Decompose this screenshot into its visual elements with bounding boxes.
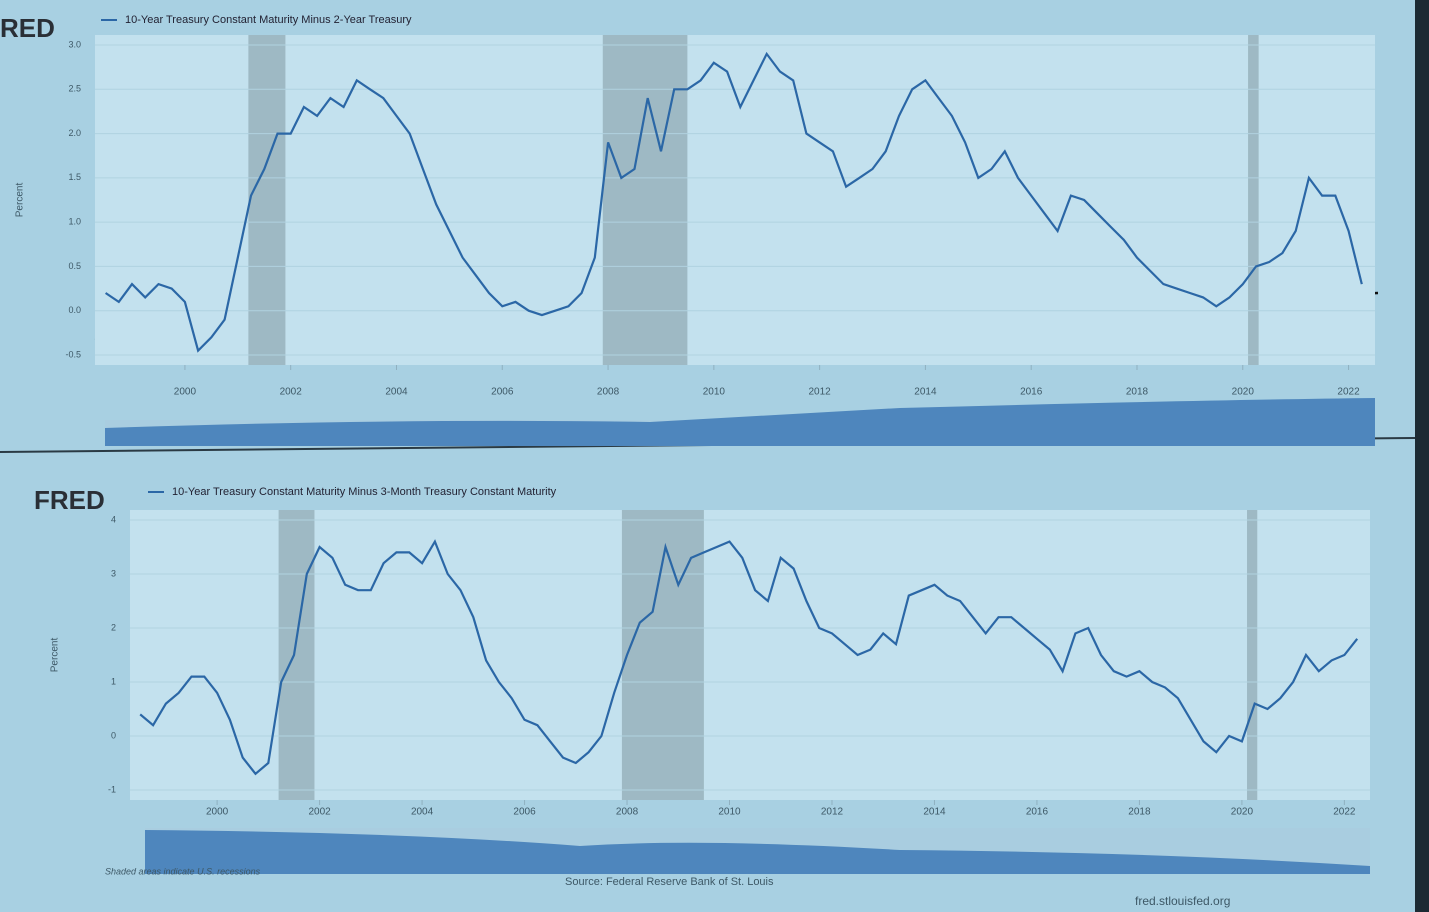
- series-line: [104, 51, 1363, 353]
- y-tick-label: 1: [111, 676, 116, 686]
- recession-band: [621, 510, 704, 800]
- x-tick-label: 2010: [703, 387, 726, 398]
- x-tick-label: 2014: [923, 807, 946, 818]
- chart-title: 10-Year Treasury Constant Maturity Minus…: [172, 486, 557, 498]
- brand-logo: FRED: [34, 485, 105, 515]
- x-tick-label: 2022: [1333, 807, 1356, 818]
- footer-source: Source: Federal Reserve Bank of St. Loui…: [565, 876, 774, 888]
- x-tick-label: 2008: [597, 387, 620, 398]
- recession-band: [248, 35, 286, 365]
- navigator-area: [105, 398, 1375, 446]
- recession-band: [1247, 510, 1258, 800]
- x-tick-label: 2016: [1026, 807, 1049, 818]
- recession-band: [1248, 35, 1259, 365]
- x-tick-label: 2008: [616, 807, 639, 818]
- x-tick-label: 2004: [411, 807, 434, 818]
- x-tick-label: 2000: [174, 387, 197, 398]
- y-tick-label: 1.5: [68, 172, 81, 182]
- footer-note: Shaded areas indicate U.S. recessions: [105, 866, 261, 876]
- y-tick-label: 0.0: [68, 305, 81, 315]
- y-tick-label: 2.5: [68, 84, 81, 94]
- footer-url: fred.stlouisfed.org: [1135, 894, 1230, 908]
- plot-bg: [130, 510, 1370, 800]
- y-axis-label: Percent: [15, 183, 26, 218]
- x-tick-label: 2002: [280, 387, 303, 398]
- y-tick-label: -1: [108, 784, 116, 794]
- y-tick-label: 1.0: [68, 217, 81, 227]
- x-tick-label: 2002: [308, 807, 331, 818]
- recession-band: [278, 510, 315, 800]
- x-tick-label: 2016: [1020, 387, 1043, 398]
- y-tick-label: 0: [111, 730, 116, 740]
- y-axis-label: Percent: [50, 638, 61, 673]
- brand-logo: RED: [0, 13, 55, 43]
- y-tick-label: 4: [111, 514, 116, 524]
- x-tick-label: 2020: [1231, 807, 1254, 818]
- x-tick-label: 2012: [821, 807, 844, 818]
- y-tick-label: -0.5: [65, 349, 81, 359]
- x-tick-label: 2000: [206, 807, 229, 818]
- screen-edge: [1415, 0, 1429, 912]
- series-line: [139, 539, 1359, 776]
- chart-title: 10-Year Treasury Constant Maturity Minus…: [125, 14, 412, 26]
- x-tick-label: 2006: [513, 807, 536, 818]
- x-tick-label: 2020: [1232, 387, 1255, 398]
- x-tick-label: 2010: [718, 807, 741, 818]
- y-tick-label: 0.5: [68, 261, 81, 271]
- y-tick-label: 2.0: [68, 128, 81, 138]
- x-tick-label: 2014: [914, 387, 937, 398]
- y-tick-label: 3: [111, 568, 116, 578]
- x-tick-label: 2012: [809, 387, 832, 398]
- x-tick-label: 2004: [385, 387, 408, 398]
- x-tick-label: 2022: [1337, 387, 1360, 398]
- plot-bg: [95, 35, 1375, 365]
- y-tick-label: 2: [111, 622, 116, 632]
- navigator-area: [145, 830, 1370, 874]
- recession-band: [602, 35, 688, 365]
- x-tick-label: 2018: [1128, 807, 1151, 818]
- x-tick-label: 2018: [1126, 387, 1149, 398]
- y-tick-label: 3.0: [68, 39, 81, 49]
- x-tick-label: 2006: [491, 387, 514, 398]
